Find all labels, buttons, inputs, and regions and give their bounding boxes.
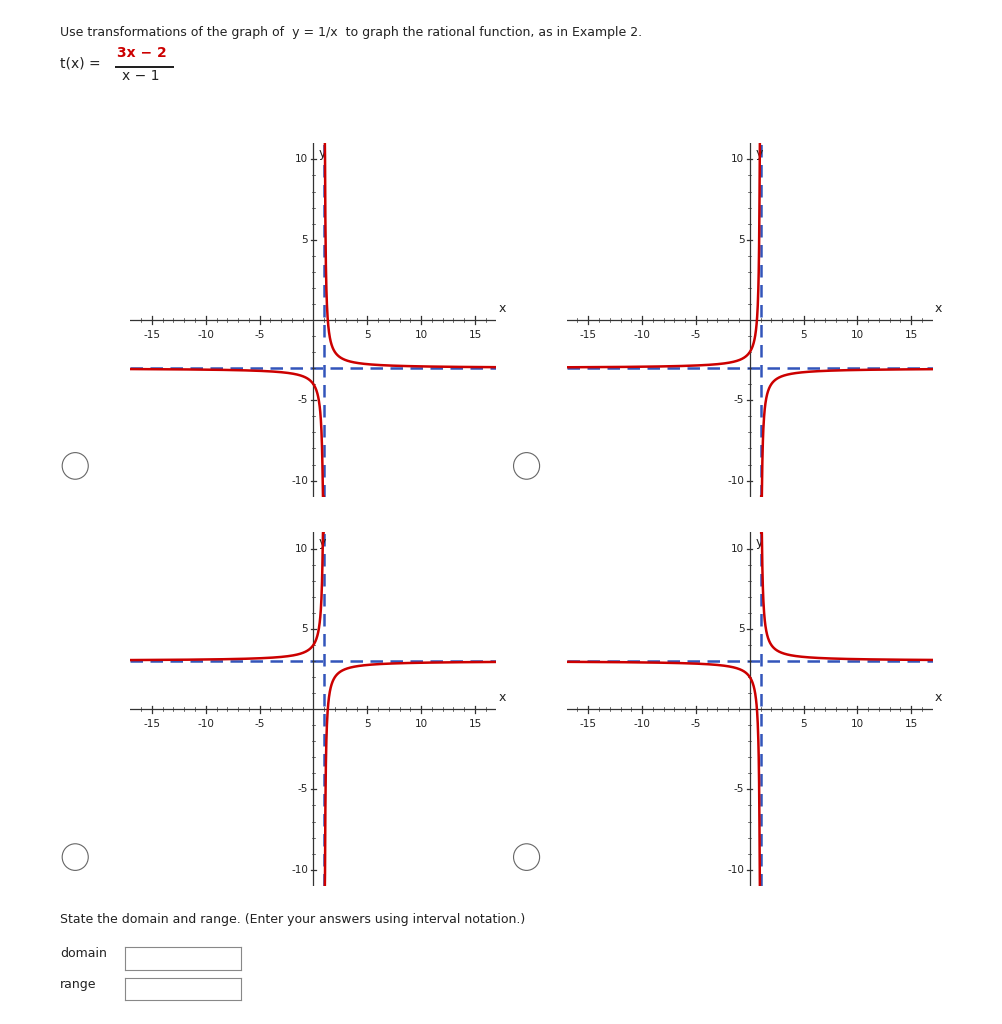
Text: 10: 10 <box>850 330 863 340</box>
Text: range: range <box>60 978 96 991</box>
Text: 5: 5 <box>302 624 308 634</box>
Text: 10: 10 <box>295 544 308 554</box>
Text: 10: 10 <box>850 719 863 729</box>
Text: -5: -5 <box>733 395 743 406</box>
Text: 3x − 2: 3x − 2 <box>117 46 167 60</box>
Text: 5: 5 <box>800 719 806 729</box>
Text: -15: -15 <box>143 330 160 340</box>
Text: x: x <box>934 691 941 705</box>
Text: 10: 10 <box>414 719 427 729</box>
Text: -5: -5 <box>298 784 308 795</box>
Text: 15: 15 <box>904 330 917 340</box>
Text: -10: -10 <box>197 719 214 729</box>
Text: -5: -5 <box>298 395 308 406</box>
Text: x: x <box>498 691 505 705</box>
Text: -15: -15 <box>579 719 596 729</box>
Text: -10: -10 <box>197 330 214 340</box>
Text: 5: 5 <box>364 330 370 340</box>
Text: -10: -10 <box>633 330 650 340</box>
Text: -15: -15 <box>579 330 596 340</box>
Text: 15: 15 <box>468 330 481 340</box>
Text: 5: 5 <box>800 330 806 340</box>
Text: -10: -10 <box>291 475 308 485</box>
Text: x: x <box>934 302 941 315</box>
Text: 10: 10 <box>295 155 308 165</box>
Text: y: y <box>319 536 326 549</box>
Text: -10: -10 <box>726 475 743 485</box>
Text: -10: -10 <box>291 864 308 874</box>
Text: t(x) =: t(x) = <box>60 56 105 71</box>
Text: 5: 5 <box>302 234 308 245</box>
Text: -5: -5 <box>690 330 700 340</box>
Text: x: x <box>498 302 505 315</box>
Text: 10: 10 <box>730 155 743 165</box>
Text: 10: 10 <box>414 330 427 340</box>
Text: y: y <box>755 146 762 160</box>
Text: Use transformations of the graph of  y = 1/x  to graph the rational function, as: Use transformations of the graph of y = … <box>60 26 641 39</box>
Text: -15: -15 <box>143 719 160 729</box>
Text: -5: -5 <box>255 330 265 340</box>
Text: 5: 5 <box>737 624 743 634</box>
Text: -10: -10 <box>726 864 743 874</box>
Text: 5: 5 <box>737 234 743 245</box>
Text: -5: -5 <box>733 784 743 795</box>
Text: -5: -5 <box>690 719 700 729</box>
Text: y: y <box>319 146 326 160</box>
Text: y: y <box>755 536 762 549</box>
Text: x − 1: x − 1 <box>122 69 159 83</box>
Text: -5: -5 <box>255 719 265 729</box>
Text: 5: 5 <box>364 719 370 729</box>
Text: -10: -10 <box>633 719 650 729</box>
Text: State the domain and range. (Enter your answers using interval notation.): State the domain and range. (Enter your … <box>60 913 525 927</box>
Text: 10: 10 <box>730 544 743 554</box>
Text: 15: 15 <box>904 719 917 729</box>
Text: 15: 15 <box>468 719 481 729</box>
Text: domain: domain <box>60 947 107 961</box>
